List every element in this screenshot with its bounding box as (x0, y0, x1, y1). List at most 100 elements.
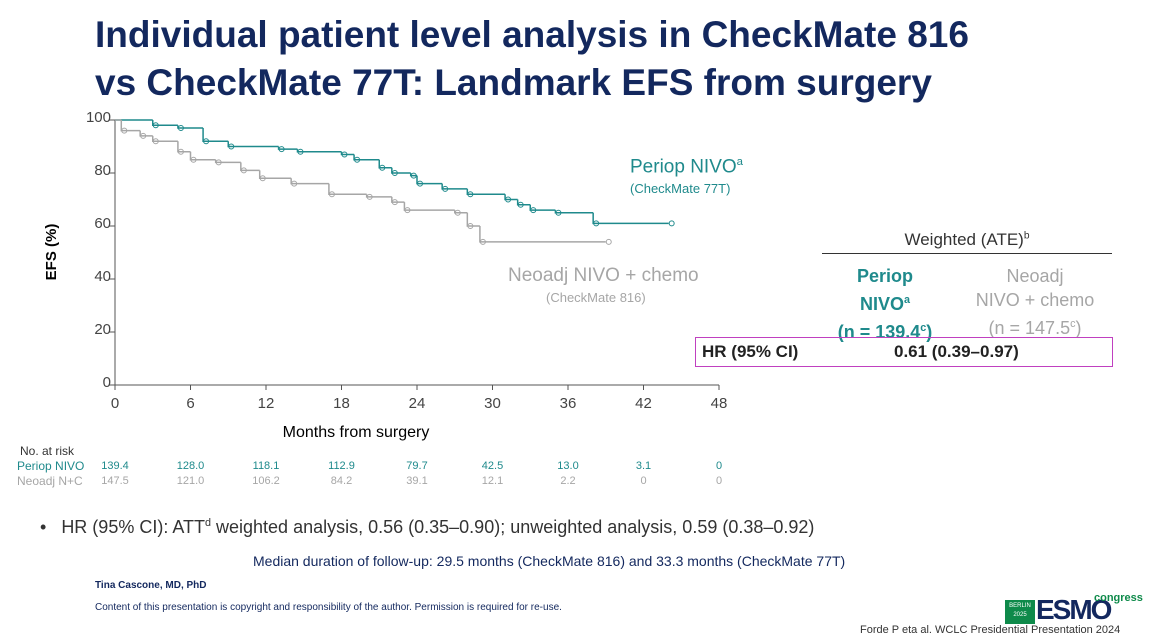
series-label: Neoadj NIVO + chemo (508, 265, 699, 286)
x-tick-label: 0 (111, 395, 119, 412)
censor-mark (454, 209, 461, 216)
text: Weighted (ATE) (904, 230, 1024, 249)
km-step (202, 127, 229, 142)
censor-mark (152, 122, 159, 129)
x-tick-label: 42 (635, 395, 652, 412)
text: weighted analysis, 0.56 (0.35–0.90); unw… (211, 517, 815, 537)
risk-value: 0 (715, 475, 723, 487)
censor-mark (259, 175, 266, 182)
sup: b (1023, 230, 1030, 242)
risk-value: 0 (715, 460, 723, 472)
y-tick-label: 40 (94, 268, 111, 285)
x-tick-label: 18 (333, 395, 350, 412)
median: Median duration of follow-up: 29.5 month… (253, 553, 846, 569)
censor-mark (328, 191, 335, 198)
censor-mark (391, 170, 398, 176)
censor-mark (121, 127, 128, 134)
risk-value: 121.0 (176, 475, 205, 487)
risk-value: 13.0 (557, 460, 579, 472)
km-step (177, 141, 191, 153)
km-step (240, 162, 260, 172)
censor-mark (593, 220, 600, 227)
km-step (391, 167, 411, 174)
censor-mark (177, 148, 184, 155)
copyright: Content of this presentation is copyrigh… (95, 602, 562, 613)
km-step (592, 212, 669, 225)
series-label: Periop NIVOa (630, 156, 743, 178)
sup: d (205, 517, 212, 529)
censor-mark (379, 164, 386, 171)
y-tick-label: 0 (103, 374, 111, 391)
logo-brand: ESMO (1036, 594, 1112, 625)
km-step (378, 159, 392, 169)
bullet: • HR (95% CI): ATTd weighted analysis, 0… (40, 517, 815, 537)
km-step (504, 194, 518, 201)
label: Periop NIVO (630, 156, 737, 178)
censor-mark (278, 146, 285, 153)
risk-value: 84.2 (330, 475, 353, 487)
sup: a (736, 156, 743, 168)
censor-mark (354, 156, 361, 163)
censor-mark (404, 207, 411, 214)
censor-mark (228, 143, 235, 150)
text: BERLIN (1009, 603, 1031, 609)
censor-mark (291, 180, 298, 187)
sup: c (920, 322, 927, 334)
logo-badge: BERLIN 2025 (1005, 600, 1035, 624)
x-tick-label: 48 (711, 395, 728, 412)
risk-value: 118.1 (252, 460, 280, 472)
censor-mark (442, 185, 449, 192)
sup: c (1070, 318, 1076, 330)
text: NIVO + chemo (975, 290, 1095, 310)
x-tick-label: 30 (484, 395, 501, 412)
hr-col: Periop NIVOa (n = 139.4c) (815, 264, 955, 344)
km-step (466, 188, 506, 195)
censor-mark (240, 167, 247, 174)
risk-value: 2.2 (560, 475, 576, 487)
censor-mark (605, 238, 612, 245)
x-tick-label: 36 (560, 395, 577, 412)
series-sub: (CheckMate 77T) (630, 181, 731, 196)
x-tick-label: 12 (258, 395, 275, 412)
risk-value: 12.1 (481, 475, 504, 487)
x-tick-label: 6 (186, 395, 194, 412)
text: Periop (856, 266, 913, 286)
y-tick-label: 60 (94, 215, 111, 232)
y-axis-label: EFS (%) (43, 224, 60, 281)
risk-value: 42.5 (481, 460, 504, 472)
risk-heading: No. at risk (20, 444, 75, 458)
text: (n = 147.5 (988, 318, 1071, 338)
rule (822, 253, 1112, 254)
text: ) (1075, 318, 1082, 338)
risk-value: 128.0 (176, 460, 205, 472)
risk-value: 79.7 (406, 460, 428, 472)
text: 0.61 (0.39–0.97) (894, 342, 1019, 361)
censor-mark (140, 132, 147, 139)
text: 2025 (1013, 612, 1027, 618)
censor-mark (341, 151, 348, 158)
km-step (328, 183, 367, 195)
censor-mark (517, 201, 524, 208)
text: NIVO (859, 294, 904, 314)
text: HR (95% CI) (702, 342, 799, 361)
km-step (391, 196, 405, 203)
km-step (296, 149, 342, 153)
author: Tina Cascone, MD, PhD (95, 580, 207, 591)
km-step (409, 173, 417, 177)
censor-mark (203, 138, 210, 145)
km-step (353, 154, 380, 161)
risk-value: 139.4 (101, 460, 129, 472)
km-step (258, 170, 292, 180)
text: HR (95% CI): ATT (61, 517, 205, 537)
hr-header: Weighted (ATE)b (822, 230, 1112, 250)
censor-mark (297, 148, 304, 155)
km-step (416, 175, 443, 185)
risk-value: 147.5 (101, 475, 129, 487)
censor-mark (467, 223, 474, 229)
series-sub: (CheckMate 816) (546, 290, 646, 305)
risk-row-label: Periop NIVO (17, 459, 85, 473)
censor-mark (177, 124, 184, 131)
risk-value: 39.1 (406, 475, 428, 487)
logo-word: congress (1094, 592, 1143, 604)
